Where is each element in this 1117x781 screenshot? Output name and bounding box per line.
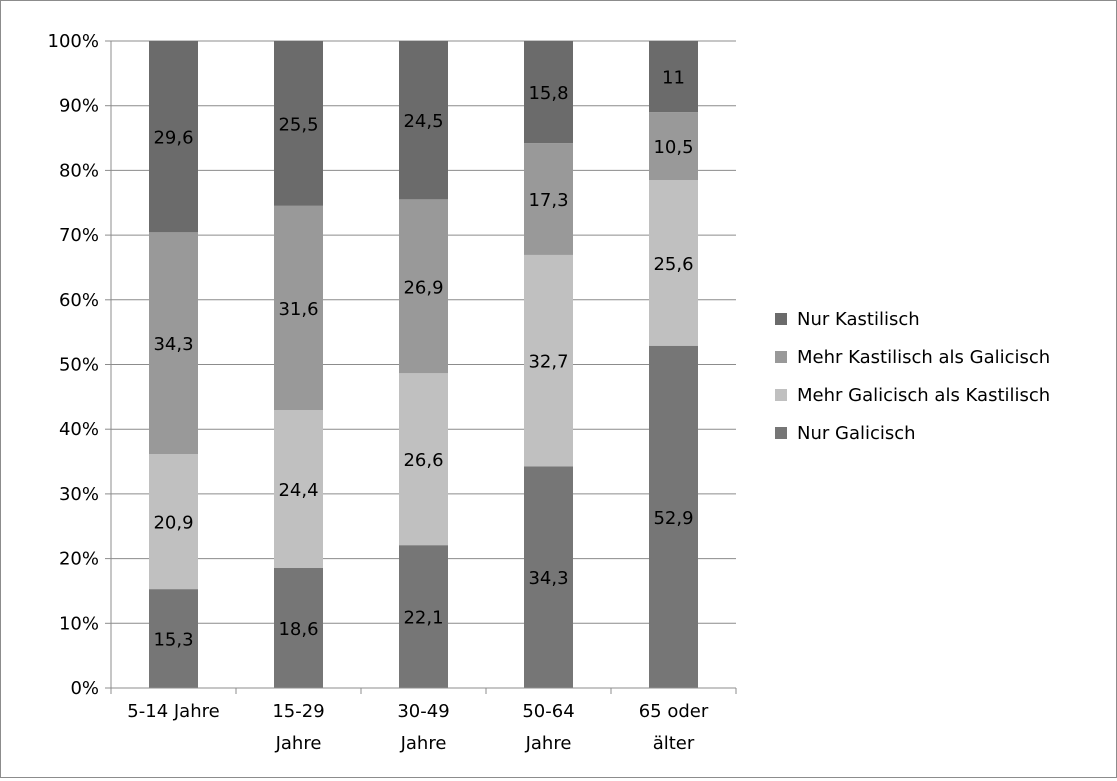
legend-swatch (775, 313, 787, 325)
bar-segment (274, 41, 323, 206)
bar-segment (399, 373, 448, 546)
x-tick-label: älter (653, 733, 695, 754)
legend-label: Nur Kastilisch (797, 309, 920, 330)
data-label: 25,5 (278, 114, 318, 135)
legend-label: Mehr Galicisch als Kastilisch (797, 385, 1050, 406)
data-label: 34,3 (528, 568, 568, 589)
y-tick-label: 80% (59, 160, 99, 181)
bar-segment (649, 112, 698, 181)
x-tick-label: Jahre (400, 733, 447, 754)
data-label: 31,6 (278, 299, 318, 320)
bar-segment (524, 143, 573, 255)
y-tick-label: 100% (48, 31, 99, 52)
legend-label: Mehr Kastilisch als Galicisch (797, 347, 1050, 368)
axes (105, 40, 737, 694)
bar-segment (524, 41, 573, 144)
bar-segment (399, 41, 448, 200)
x-tick-label: Jahre (275, 733, 322, 754)
bar-segment (524, 466, 573, 688)
y-tick-label: 10% (59, 613, 99, 634)
data-label: 15,8 (528, 83, 568, 104)
bar-segment (399, 545, 448, 688)
y-tick-label: 40% (59, 419, 99, 440)
bar-segment (649, 345, 698, 688)
bar-segment (524, 254, 573, 467)
data-label: 15,3 (153, 630, 193, 651)
bar-segment (149, 454, 198, 590)
data-label: 10,5 (653, 137, 693, 158)
data-label: 17,3 (528, 190, 568, 211)
bar-segment (149, 232, 198, 455)
y-tick-label: 70% (59, 225, 99, 246)
legend-label: Nur Galicisch (797, 423, 916, 444)
data-label: 34,3 (153, 334, 193, 355)
y-tick-label: 50% (59, 355, 99, 376)
data-label: 26,9 (403, 277, 443, 298)
legend-swatch (775, 389, 787, 401)
data-label: 18,6 (278, 619, 318, 640)
x-tick-label: Jahre (525, 733, 572, 754)
data-label: 29,6 (153, 128, 193, 149)
data-label: 26,6 (403, 450, 443, 471)
y-tick-label: 90% (59, 96, 99, 117)
data-label: 22,1 (403, 608, 443, 629)
x-tick-label: 5-14 Jahre (127, 701, 219, 722)
data-label: 20,9 (153, 513, 193, 534)
y-tick-label: 60% (59, 290, 99, 311)
data-label: 25,6 (653, 254, 693, 275)
bar-segment (399, 199, 448, 374)
data-label: 52,9 (653, 508, 693, 529)
y-tick-label: 0% (70, 678, 99, 699)
x-tick-label: 65 oder (639, 701, 709, 722)
bar-segment (649, 180, 698, 346)
y-tick-labels: 0% 10% 20% 30% 40% 50% 60% 70% 80% 90% 100% (48, 31, 99, 699)
x-tick-label: 50-64 (522, 701, 574, 722)
x-tick-label: 30-49 (397, 701, 449, 722)
data-label: 32,7 (528, 352, 568, 373)
x-tick-labels: 5-14 Jahre 15-29 Jahre 30-49 Jahre 50-64 Jahre… (127, 701, 709, 754)
bar-segment (149, 41, 198, 233)
y-tick-label: 30% (59, 484, 99, 505)
bars: 15,3 20,9 34,3 29,6 18,6 24,4 31,6 25,5 22,1 26,6… (149, 41, 698, 688)
bar-segment (274, 205, 323, 411)
legend: Nur Kastilisch Mehr Kastilisch als Galici… (775, 309, 1050, 444)
bar-segment (274, 410, 323, 568)
data-label: 24,5 (403, 111, 443, 132)
y-tick-label: 20% (59, 549, 99, 570)
data-label: 24,4 (278, 480, 318, 501)
legend-swatch (775, 351, 787, 363)
bar-segment (274, 567, 323, 688)
legend-swatch (775, 427, 787, 439)
data-label: 11 (662, 68, 685, 89)
bar-segment (649, 41, 698, 113)
x-tick-label: 15-29 (272, 701, 324, 722)
bar-segment (149, 589, 198, 688)
